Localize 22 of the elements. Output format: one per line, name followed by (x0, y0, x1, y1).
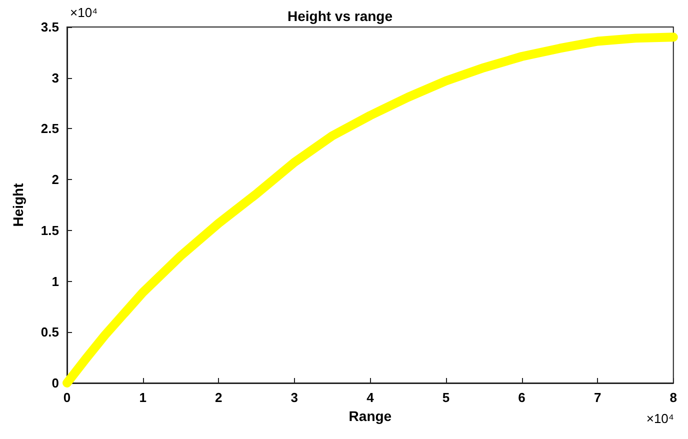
chart-title: Height vs range (287, 8, 393, 24)
y-tick-label: 0.5 (40, 324, 59, 340)
text: ×10⁴ (70, 5, 98, 20)
y-tick-label: 2 (52, 172, 59, 188)
y-tick-label: 1.5 (40, 222, 59, 238)
x-tick-label: 8 (670, 390, 677, 405)
y-tick-label: 3.5 (40, 20, 59, 34)
x-tick-label: 7 (594, 390, 602, 405)
y-tick-label: 1 (52, 274, 59, 289)
text: ×10⁴ (646, 411, 674, 426)
y-tick-label: 0 (52, 376, 59, 390)
y-tick-label: 3 (52, 70, 59, 86)
x-axis-title: Range (348, 408, 392, 424)
x-tick-label: 5 (442, 390, 450, 405)
y-axis-title: Height (10, 182, 26, 227)
x-tick-label: 3 (290, 390, 298, 405)
y-tick-label: 2.5 (40, 121, 59, 136)
x-tick-label: 6 (518, 390, 526, 405)
x-tick-label: 2 (214, 390, 222, 405)
x-tick-label: 0 (63, 390, 71, 405)
x-tick-label: 1 (139, 390, 146, 405)
x-tick-label: 4 (366, 390, 375, 405)
